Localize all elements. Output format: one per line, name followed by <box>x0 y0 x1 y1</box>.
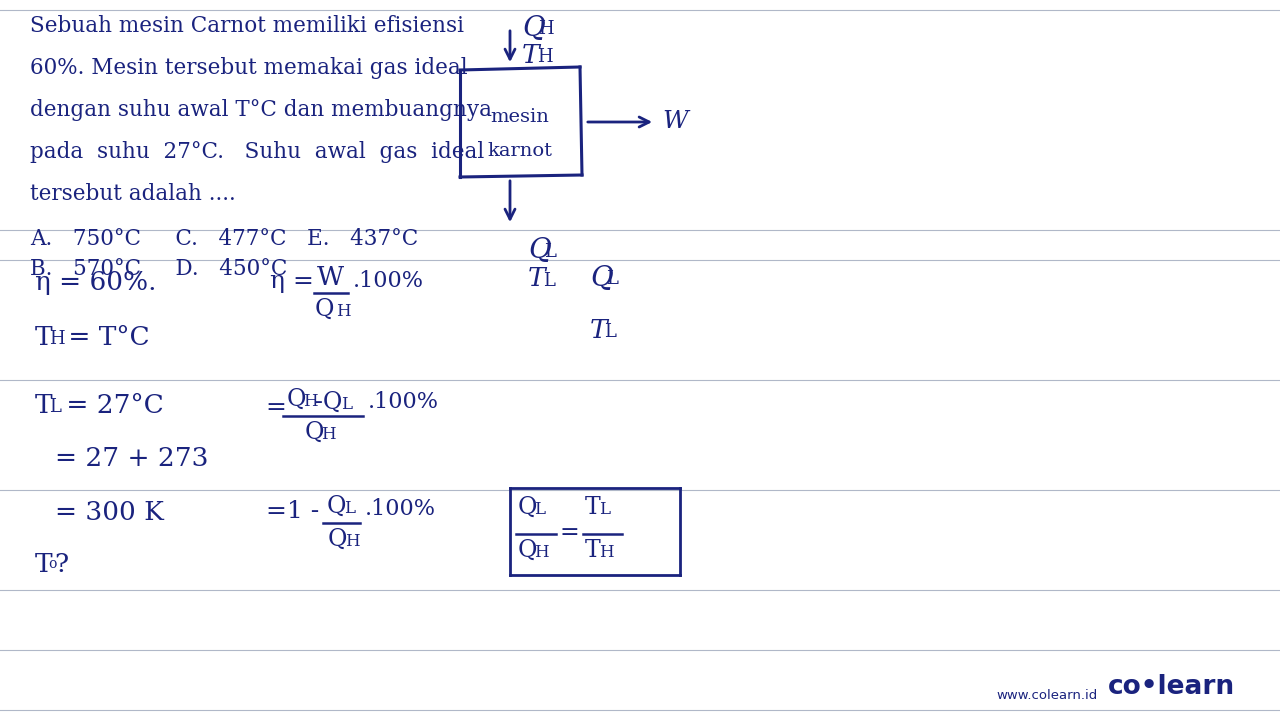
Text: Q: Q <box>590 265 613 292</box>
Text: Q: Q <box>305 421 325 444</box>
Text: Q: Q <box>518 496 538 519</box>
Text: L: L <box>599 501 611 518</box>
Text: =: = <box>561 521 580 544</box>
Text: W: W <box>662 110 687 133</box>
Text: Q: Q <box>518 539 538 562</box>
Text: .100%: .100% <box>353 270 424 292</box>
Text: co•learn: co•learn <box>1108 674 1235 700</box>
Text: 60%. Mesin tersebut memakai gas ideal: 60%. Mesin tersebut memakai gas ideal <box>29 57 467 79</box>
Text: .100%: .100% <box>369 391 439 413</box>
Text: L: L <box>344 500 355 517</box>
Text: Q: Q <box>328 528 347 551</box>
Text: A.   750°C     C.   477°C   E.   437°C: A. 750°C C. 477°C E. 437°C <box>29 228 419 250</box>
Text: tersebut adalah ....: tersebut adalah .... <box>29 183 236 205</box>
Text: Q: Q <box>529 237 550 264</box>
Text: mesin: mesin <box>490 108 549 126</box>
Text: www.colearn.id: www.colearn.id <box>997 689 1098 702</box>
Text: H: H <box>346 533 360 550</box>
Text: Sebuah mesin Carnot memiliki efisiensi: Sebuah mesin Carnot memiliki efisiensi <box>29 15 465 37</box>
Text: = 27 + 273: = 27 + 273 <box>55 446 209 471</box>
Text: = T°C: = T°C <box>60 325 150 350</box>
Text: L: L <box>605 270 618 288</box>
Text: o: o <box>49 557 56 571</box>
Text: L: L <box>49 398 61 416</box>
Text: Q: Q <box>326 495 347 518</box>
Text: L: L <box>544 243 556 261</box>
Text: H: H <box>303 393 317 410</box>
Text: karnot: karnot <box>488 142 553 160</box>
Text: =: = <box>265 396 285 419</box>
Text: H: H <box>538 20 554 38</box>
Text: -Q: -Q <box>315 391 342 414</box>
Text: L: L <box>604 323 616 341</box>
Text: H: H <box>534 544 549 561</box>
Text: H: H <box>538 48 553 66</box>
Text: T: T <box>35 325 52 350</box>
Text: Q: Q <box>315 298 334 321</box>
Text: B.   570°C     D.   450°C: B. 570°C D. 450°C <box>29 258 288 280</box>
Text: .100%: .100% <box>365 498 436 520</box>
Text: pada  suhu  27°C.   Suhu  awal  gas  ideal: pada suhu 27°C. Suhu awal gas ideal <box>29 141 484 163</box>
Text: T: T <box>585 496 600 519</box>
Text: L: L <box>534 501 545 518</box>
Text: H: H <box>321 426 335 443</box>
Text: 1 -: 1 - <box>287 500 319 523</box>
Text: dengan suhu awal T°C dan membuangnya: dengan suhu awal T°C dan membuangnya <box>29 99 492 121</box>
Text: ?: ? <box>54 552 68 577</box>
Text: = 300 K: = 300 K <box>55 500 164 525</box>
Text: T: T <box>35 552 52 577</box>
Text: H: H <box>599 544 613 561</box>
Text: T: T <box>522 43 540 68</box>
Text: Q: Q <box>287 388 306 411</box>
Text: T: T <box>529 266 545 291</box>
Text: T: T <box>585 539 600 562</box>
Text: T: T <box>590 318 608 343</box>
Text: L: L <box>543 272 554 290</box>
Text: =: = <box>265 500 285 523</box>
Text: η =: η = <box>270 270 314 293</box>
Text: H: H <box>49 330 64 348</box>
Text: T: T <box>35 393 52 418</box>
Text: = 27°C: = 27°C <box>58 393 164 418</box>
Text: Q: Q <box>522 15 545 42</box>
Text: H: H <box>335 303 351 320</box>
Text: W: W <box>317 265 344 290</box>
Text: L: L <box>340 396 352 413</box>
Text: η = 60%.: η = 60%. <box>35 270 156 295</box>
